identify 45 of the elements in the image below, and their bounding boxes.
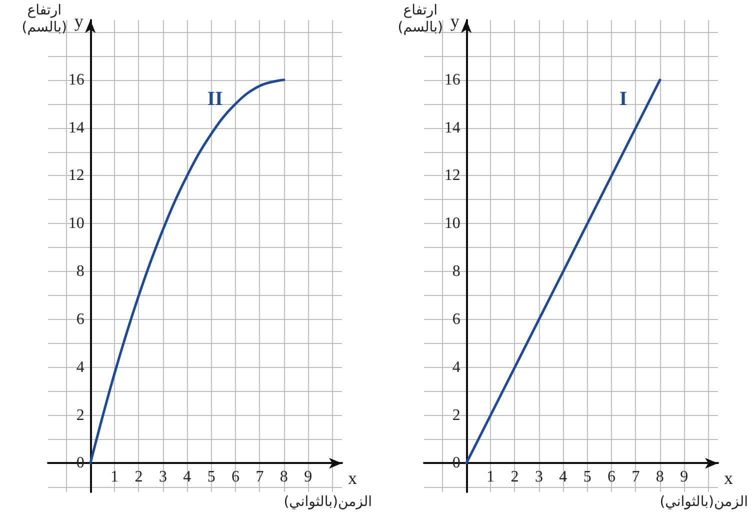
x-tick-label: 9 bbox=[304, 468, 312, 486]
x-tick-label: 8 bbox=[280, 468, 288, 486]
series-label: II bbox=[207, 88, 223, 110]
y-axis-title: ارتفاع (بالسم) bbox=[398, 2, 443, 36]
y-tick-label: 12 bbox=[68, 167, 84, 184]
y-tick-label: 14 bbox=[68, 119, 84, 136]
annotation: y bbox=[450, 11, 460, 31]
x-tick-label: 7 bbox=[256, 468, 264, 486]
series-label: I bbox=[619, 88, 628, 110]
y-tick-label: 2 bbox=[452, 406, 460, 424]
x-tick-label: 8 bbox=[656, 468, 664, 486]
x-tick-label: 3 bbox=[534, 468, 543, 486]
x-tick-label: 1 bbox=[110, 468, 119, 486]
y-tick-label: 8 bbox=[452, 263, 460, 280]
line-series bbox=[89, 78, 286, 464]
annotation: y bbox=[74, 11, 84, 31]
y-tick-label: 14 bbox=[444, 119, 460, 136]
y-axis-title: ارتفاع (بالسم) bbox=[22, 2, 67, 36]
x-tick-label: 1 bbox=[486, 468, 495, 486]
x-tick-label: 6 bbox=[232, 468, 240, 486]
y-tick-label: 10 bbox=[444, 215, 460, 232]
x-tick-label: 5 bbox=[583, 468, 592, 486]
y-tick-label: 12 bbox=[444, 167, 460, 184]
y-tick-label: 10 bbox=[68, 215, 84, 232]
y-tick-label: 8 bbox=[76, 263, 84, 280]
y-tick-label: 2 bbox=[76, 406, 84, 424]
x-tick-label: 6 bbox=[608, 468, 616, 486]
y-tick-label: 6 bbox=[76, 310, 84, 328]
text: x bbox=[348, 468, 357, 488]
y-tick-label: 4 bbox=[452, 358, 460, 376]
x-tick-label: 2 bbox=[134, 468, 143, 486]
x-tick-label: 7 bbox=[632, 468, 640, 486]
x-tick-label: 3 bbox=[158, 468, 167, 486]
text: x bbox=[724, 468, 733, 488]
x-tick-label: 4 bbox=[183, 468, 192, 486]
x-tick-label: 9 bbox=[680, 468, 688, 486]
x-axis-title: الزمن(بالثواني) bbox=[660, 494, 748, 510]
y-tick-label: 16 bbox=[68, 71, 84, 88]
y-tick-label: 4 bbox=[76, 358, 84, 376]
y-tick-label: 6 bbox=[452, 310, 460, 328]
x-tick-label: 4 bbox=[559, 468, 568, 486]
x-axis-title: الزمن(بالثواني) bbox=[284, 494, 372, 510]
x-tick-label: 2 bbox=[510, 468, 519, 486]
y-tick-label: 16 bbox=[444, 71, 460, 88]
x-tick-label: 5 bbox=[207, 468, 216, 486]
